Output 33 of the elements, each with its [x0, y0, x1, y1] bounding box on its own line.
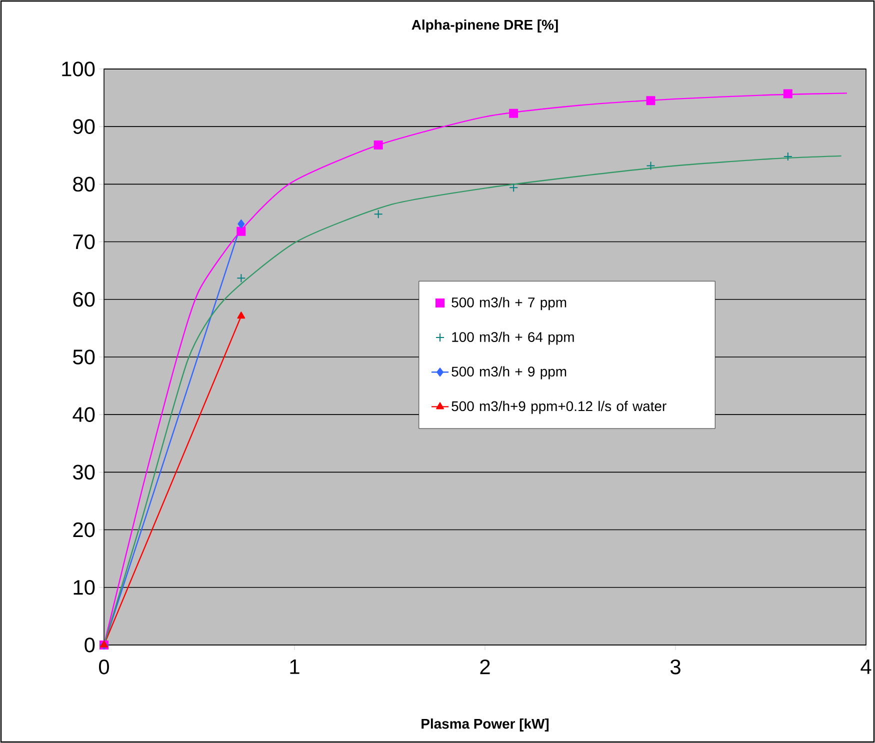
- legend-label: 500 m3/h + 7 ppm: [452, 297, 566, 310]
- y-tick-label: 20: [73, 522, 95, 538]
- y-tick-label: 60: [73, 292, 95, 307]
- point: [646, 161, 656, 170]
- y-tick-label: 10: [74, 580, 95, 595]
- x-tick-label: 4: [860, 660, 872, 674]
- point: [646, 96, 656, 106]
- point: [783, 152, 792, 162]
- x-tick-label: 0: [99, 660, 109, 674]
- point: [236, 274, 246, 283]
- legend-label: 500 m3/h+9 ppm+0.12 l/s of water: [452, 400, 666, 414]
- legend-label: 100 m3/h + 64 ppm: [452, 332, 574, 345]
- point: [236, 226, 246, 236]
- point: [238, 219, 245, 228]
- y-tick-label: 0: [84, 638, 95, 652]
- chart-title: Alpha-pinene DRE [%]: [412, 19, 558, 32]
- y-tick-label: 40: [72, 407, 95, 422]
- y-tick-label: 30: [73, 464, 95, 480]
- y-tick-label: 70: [73, 234, 95, 250]
- x-tick-label: 2: [480, 660, 490, 674]
- legend-label: 500 m3/h + 9 ppm: [452, 366, 566, 380]
- point: [783, 89, 792, 98]
- x-tick-label: 3: [670, 660, 680, 674]
- point: [374, 140, 383, 150]
- y-tick-label: 80: [73, 176, 95, 192]
- y-tick-label: 90: [73, 119, 95, 134]
- y-tick-label: 50: [73, 350, 95, 364]
- x-tick-label: 1: [290, 660, 300, 674]
- x-axis-title: Plasma Power [kW]: [422, 718, 549, 732]
- y-tick-label: 100: [62, 62, 95, 76]
- point: [509, 108, 518, 118]
- point: [509, 183, 518, 192]
- point: [374, 210, 383, 219]
